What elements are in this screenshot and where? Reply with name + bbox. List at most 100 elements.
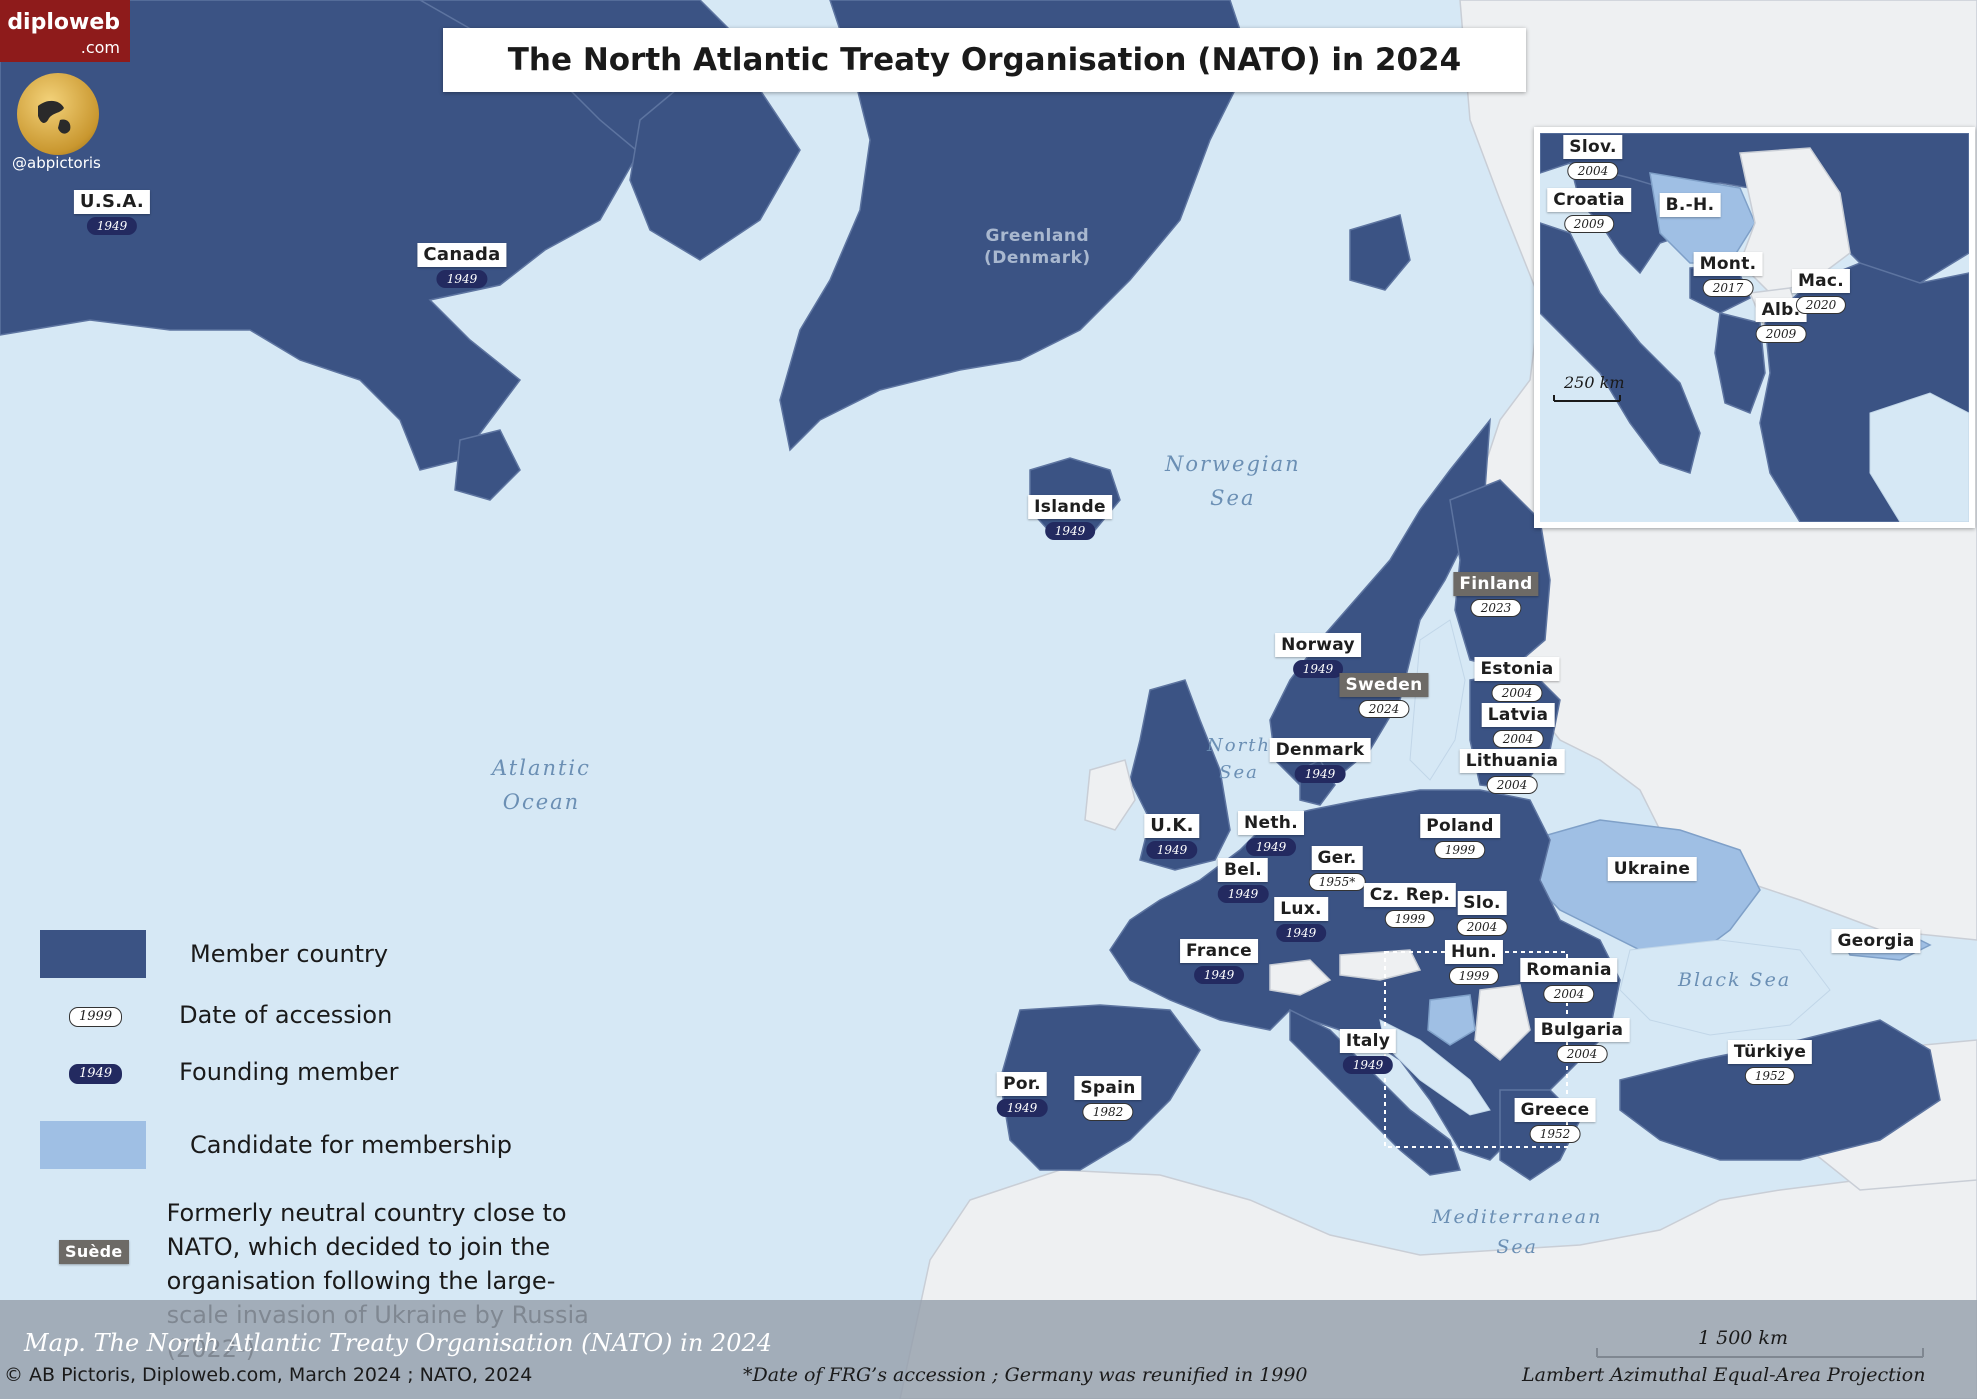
accession-badge: 2020 bbox=[1795, 296, 1847, 314]
country-name: Georgia bbox=[1831, 929, 1921, 953]
country-label-spain[interactable]: Spain 1982 bbox=[1074, 1076, 1142, 1121]
founding-badge: 1949 bbox=[1217, 885, 1269, 903]
legend-date-text: Date of accession bbox=[179, 1001, 393, 1029]
country-name: Hun. bbox=[1444, 940, 1504, 964]
inset-label-macedonia[interactable]: Mac. 2020 bbox=[1791, 269, 1851, 314]
legend-member-text: Member country bbox=[190, 940, 389, 968]
legend-date: 1999 Date of accession bbox=[69, 998, 392, 1032]
country-label-estonia[interactable]: Estonia 2004 bbox=[1474, 657, 1560, 702]
accession-badge: 2004 bbox=[1567, 162, 1619, 180]
credit-line: © AB Pictoris, Diploweb.com, March 2024 … bbox=[4, 1364, 533, 1386]
country-label-germany[interactable]: Ger. 1955* bbox=[1308, 846, 1366, 891]
country-name: Greece bbox=[1514, 1098, 1596, 1122]
diploweb-logo[interactable]: diploweb .com bbox=[0, 0, 130, 62]
norwegian-sea-label: Norwegian Sea bbox=[1165, 448, 1301, 515]
country-name: Canada bbox=[417, 243, 507, 267]
page-title: The North Atlantic Treaty Organisation (… bbox=[443, 28, 1526, 92]
founding-badge: 1949 bbox=[436, 270, 488, 288]
country-label-bulgaria[interactable]: Bulgaria 2004 bbox=[1534, 1018, 1630, 1063]
austria-shape bbox=[1339, 949, 1422, 981]
author-handle: @abpictoris bbox=[12, 154, 101, 172]
inset-label-slovenia[interactable]: Slov. 2004 bbox=[1563, 135, 1623, 180]
founding-badge: 1949 bbox=[996, 1099, 1048, 1117]
country-label-denmark[interactable]: Denmark 1949 bbox=[1269, 738, 1371, 783]
country-label-romania[interactable]: Romania 2004 bbox=[1520, 958, 1618, 1003]
country-label-france[interactable]: France 1949 bbox=[1180, 939, 1258, 984]
country-name: Finland bbox=[1453, 572, 1539, 596]
switzerland-shape bbox=[1269, 959, 1332, 996]
black-sea-label: Black Sea bbox=[1678, 969, 1792, 991]
country-name: Sweden bbox=[1339, 673, 1429, 697]
country-label-slovakia[interactable]: Slo. 2004 bbox=[1456, 891, 1508, 936]
country-label-sweden[interactable]: Sweden 2024 bbox=[1339, 673, 1429, 718]
svalbard bbox=[1349, 214, 1411, 291]
globe-icon bbox=[17, 73, 99, 155]
north-sea-label: North Sea bbox=[1207, 732, 1271, 786]
inset-label-bh[interactable]: B.-H. bbox=[1659, 193, 1721, 217]
accession-badge: 2004 bbox=[1492, 730, 1544, 748]
country-name: Ukraine bbox=[1607, 857, 1697, 881]
founding-badge: 1949 bbox=[1146, 841, 1198, 859]
country-name: Romania bbox=[1520, 958, 1618, 982]
serbia-shape bbox=[1474, 984, 1531, 1062]
mediterranean-sea-label: Mediterranean Sea bbox=[1432, 1202, 1602, 1263]
accession-badge: 1955* bbox=[1308, 873, 1366, 891]
country-label-finland[interactable]: Finland 2023 bbox=[1453, 572, 1539, 617]
country-label-greece[interactable]: Greece 1952 bbox=[1514, 1098, 1596, 1143]
labrador bbox=[454, 429, 521, 501]
country-name: Norway bbox=[1275, 633, 1361, 657]
legend-founding-badge: 1949 bbox=[69, 1063, 123, 1084]
country-name: Bulgaria bbox=[1534, 1018, 1630, 1042]
country-name: Türkiye bbox=[1727, 1040, 1813, 1064]
country-name: B.-H. bbox=[1659, 193, 1721, 217]
greenland-label: Greenland (Denmark) bbox=[984, 225, 1091, 269]
accession-badge: 1952 bbox=[1744, 1067, 1796, 1085]
country-label-uk[interactable]: U.K. 1949 bbox=[1144, 814, 1200, 859]
accession-badge: 2009 bbox=[1563, 215, 1615, 233]
norwegian-sea-line1: Norwegian bbox=[1165, 452, 1301, 476]
baltic-sea bbox=[1409, 619, 1466, 781]
country-label-netherlands[interactable]: Neth. 1949 bbox=[1238, 811, 1304, 856]
inset-italy bbox=[1540, 222, 1701, 474]
ireland-shape bbox=[1084, 759, 1136, 831]
country-label-latvia[interactable]: Latvia 2004 bbox=[1481, 703, 1555, 748]
country-name: Italy bbox=[1339, 1029, 1397, 1053]
country-label-turkiye[interactable]: Türkiye 1952 bbox=[1727, 1040, 1813, 1085]
country-label-usa[interactable]: U.S.A. 1949 bbox=[73, 190, 151, 235]
country-name: Spain bbox=[1074, 1076, 1142, 1100]
inset-aegean bbox=[1869, 392, 1969, 522]
country-label-georgia[interactable]: Georgia bbox=[1831, 929, 1921, 953]
med-line2: Sea bbox=[1496, 1236, 1538, 1259]
country-label-iceland[interactable]: Islande 1949 bbox=[1028, 495, 1112, 540]
legend-date-badge: 1999 bbox=[69, 1006, 123, 1027]
atlantic-ocean-label: Atlantic Ocean bbox=[492, 752, 591, 819]
globe-land-icon bbox=[38, 100, 71, 134]
country-label-poland[interactable]: Poland 1999 bbox=[1420, 814, 1500, 859]
accession-badge: 2004 bbox=[1543, 985, 1595, 1003]
country-label-czech[interactable]: Cz. Rep. 1999 bbox=[1363, 883, 1457, 928]
founding-badge: 1949 bbox=[1294, 765, 1346, 783]
founding-badge: 1949 bbox=[1342, 1056, 1394, 1074]
inset-label-montenegro[interactable]: Mont. 2017 bbox=[1693, 252, 1763, 297]
footer-band bbox=[0, 1300, 1977, 1399]
country-name: U.K. bbox=[1144, 814, 1200, 838]
balkans-inset-map: Slov. 2004 Croatia 2009 B.-H. Mont. 2017… bbox=[1534, 127, 1975, 528]
med-line1: Mediterranean bbox=[1432, 1206, 1603, 1228]
north-america-landmass bbox=[0, 0, 641, 471]
country-label-portugal[interactable]: Por. 1949 bbox=[996, 1072, 1048, 1117]
founding-badge: 1949 bbox=[86, 217, 138, 235]
inset-label-croatia[interactable]: Croatia 2009 bbox=[1547, 188, 1631, 233]
inset-label-albania[interactable]: Alb. 2009 bbox=[1755, 298, 1807, 343]
country-label-luxembourg[interactable]: Lux. 1949 bbox=[1274, 897, 1328, 942]
country-label-italy[interactable]: Italy 1949 bbox=[1339, 1029, 1397, 1074]
country-label-canada[interactable]: Canada 1949 bbox=[417, 243, 507, 288]
country-label-norway[interactable]: Norway 1949 bbox=[1275, 633, 1361, 678]
country-label-hungary[interactable]: Hun. 1999 bbox=[1444, 940, 1504, 985]
country-label-lithuania[interactable]: Lithuania 2004 bbox=[1459, 749, 1565, 794]
legend-candidate-text: Candidate for membership bbox=[190, 1131, 512, 1159]
germany-footnote: *Date of FRG’s accession ; Germany was r… bbox=[743, 1364, 1308, 1386]
country-label-ukraine[interactable]: Ukraine bbox=[1607, 857, 1697, 881]
accession-badge: 2004 bbox=[1491, 684, 1543, 702]
country-label-belgium[interactable]: Bel. 1949 bbox=[1217, 858, 1269, 903]
